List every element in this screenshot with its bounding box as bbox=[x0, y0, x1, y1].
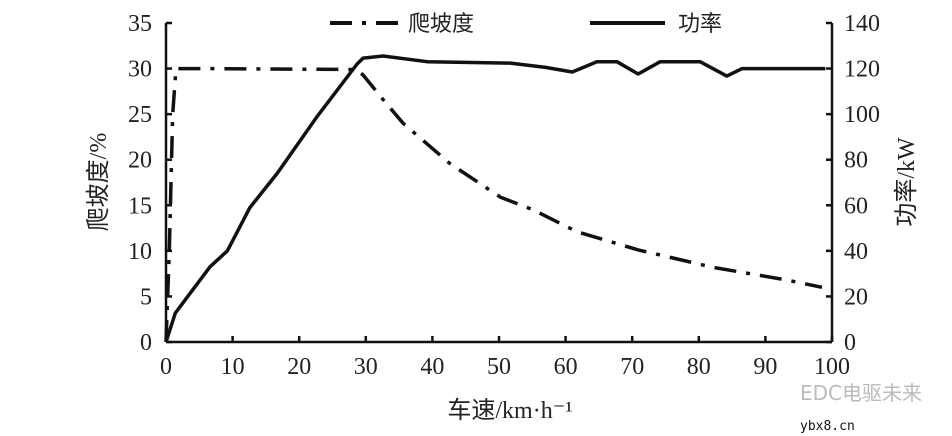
y-tick-label-left: 25 bbox=[128, 102, 152, 128]
y-tick-label-left: 0 bbox=[140, 330, 152, 356]
y-tick-label-right: 60 bbox=[844, 193, 868, 219]
watermark-site: ybx8.cn bbox=[800, 419, 855, 434]
x-tick-label: 0 bbox=[160, 354, 172, 380]
y-tick-label-right: 100 bbox=[844, 102, 880, 128]
watermark: EDC电驱未来 bbox=[800, 381, 922, 405]
x-tick-label: 100 bbox=[814, 354, 850, 380]
x-axis-label: 车速/km·h⁻¹ bbox=[447, 397, 572, 424]
y-tick-label-right: 40 bbox=[844, 239, 868, 265]
x-tick-label: 80 bbox=[687, 354, 711, 380]
y-axis-label-left: 爬坡度/% bbox=[85, 133, 112, 232]
y-tick-label-right: 140 bbox=[844, 11, 880, 37]
y-tick-label-left: 20 bbox=[128, 148, 152, 174]
y-tick-label-left: 10 bbox=[128, 239, 152, 265]
x-tick-label: 30 bbox=[354, 354, 378, 380]
y-tick-label-left: 5 bbox=[140, 284, 152, 310]
x-tick-label: 90 bbox=[753, 354, 777, 380]
legend-label-grade: 爬坡度 bbox=[408, 11, 474, 36]
series-line-grade bbox=[164, 66, 823, 343]
legend-label-power: 功率 bbox=[678, 11, 722, 36]
y-tick-label-right: 120 bbox=[844, 57, 880, 83]
y-tick-label-left: 35 bbox=[128, 11, 152, 37]
x-tick-label: 40 bbox=[420, 354, 444, 380]
x-tick-label: 60 bbox=[554, 354, 578, 380]
x-tick-label: 50 bbox=[487, 354, 511, 380]
y-tick-label-right: 0 bbox=[844, 330, 856, 356]
y-tick-label-right: 20 bbox=[844, 284, 868, 310]
y-tick-label-left: 30 bbox=[128, 57, 152, 83]
y-tick-label-left: 15 bbox=[128, 193, 152, 219]
x-tick-label: 20 bbox=[287, 354, 311, 380]
x-tick-label: 10 bbox=[221, 354, 245, 380]
x-tick-label: 70 bbox=[620, 354, 644, 380]
y-axis-label-right: 功率/kW bbox=[893, 137, 920, 227]
y-tick-label-right: 80 bbox=[844, 148, 868, 174]
series-line-power bbox=[164, 54, 826, 343]
